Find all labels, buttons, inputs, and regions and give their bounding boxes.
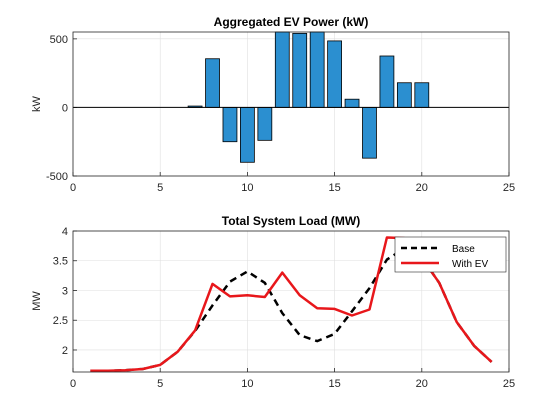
x-tick-label: 20 <box>416 378 428 390</box>
legend-box <box>394 236 507 273</box>
axes-background <box>73 32 509 176</box>
bar <box>257 107 273 141</box>
y-tick-label: 2.5 <box>53 315 68 327</box>
x-tick-label: 0 <box>70 378 76 390</box>
x-tick-label: 5 <box>157 378 163 390</box>
x-tick-label: 25 <box>503 378 515 390</box>
bar <box>222 107 238 143</box>
bars <box>187 31 430 163</box>
x-tick-labels: 0 5 10 15 20 25 <box>70 378 515 390</box>
x-tick-label: 20 <box>416 182 428 194</box>
x-tick-label: 25 <box>503 182 515 194</box>
x-tick-label: 5 <box>157 182 163 194</box>
bar <box>240 107 255 163</box>
y-tick-label: -500 <box>46 171 68 183</box>
x-tick-label: 0 <box>70 182 76 194</box>
chart-title: Aggregated EV Power (kW) <box>214 15 369 29</box>
x-tick-label: 15 <box>328 182 340 194</box>
y-axis-label: kW <box>31 95 43 112</box>
legend: Base With EV <box>394 236 507 273</box>
bar <box>379 55 395 108</box>
bar <box>414 82 430 108</box>
chart-title: Total System Load (MW) <box>222 214 360 228</box>
y-tick-label: 4 <box>62 226 68 238</box>
bar <box>292 32 308 108</box>
legend-label-with-ev: With EV <box>452 259 488 270</box>
x-tick-label: 15 <box>328 378 340 390</box>
bar <box>396 82 412 108</box>
legend-label-base: Base <box>452 244 475 255</box>
x-tick-label: 10 <box>241 182 253 194</box>
y-tick-label: 500 <box>50 34 68 46</box>
bar <box>309 31 325 108</box>
bar <box>344 98 360 108</box>
y-tick-label: 3 <box>62 285 68 297</box>
bar <box>274 31 290 108</box>
x-tick-labels: 0 5 10 15 20 25 <box>70 182 515 194</box>
y-tick-labels: -500 0 500 <box>46 34 68 183</box>
y-tick-label: 3.5 <box>53 256 68 268</box>
y-tick-labels: 2 2.5 3 3.5 4 <box>53 226 68 357</box>
y-tick-label: 2 <box>62 345 68 357</box>
bar <box>327 40 342 108</box>
axes-frame <box>72 230 510 373</box>
bar <box>205 58 220 108</box>
system-load-chart: 0 5 10 15 20 25 2 2.5 3 3.5 4 Total System Load (… <box>31 214 515 390</box>
y-tick-label: 0 <box>62 102 68 114</box>
bar <box>362 107 377 159</box>
x-tick-label: 10 <box>241 378 253 390</box>
y-axis-label: MW <box>31 291 43 311</box>
axes-frame <box>72 31 510 177</box>
